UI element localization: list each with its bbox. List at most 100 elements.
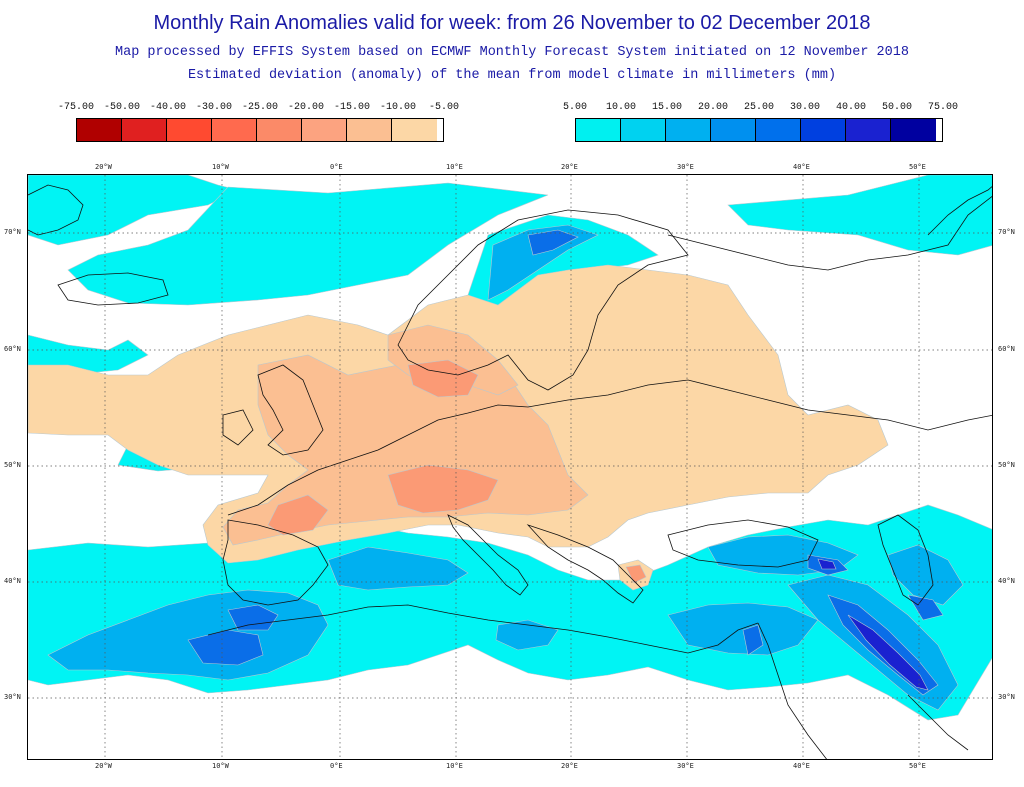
lat-tick-left: 60°N	[4, 345, 21, 353]
coastline-iceland	[57, 272, 169, 306]
lon-tick-bottom: 10°W	[212, 762, 229, 770]
coastline-persian-gulf	[907, 694, 969, 751]
light-orange-area-baltic	[387, 324, 519, 396]
legend-swatch	[167, 119, 212, 141]
cyan-area-arctic-east	[727, 175, 992, 256]
coastline-arctic-russia	[667, 196, 992, 271]
legend-negative-labels: -75.00 -50.00 -40.00 -30.00 -25.00 -20.00 -15.…	[58, 102, 459, 116]
legend-tick-label: 15.00	[651, 102, 683, 113]
legend-tick-label: -40.00	[149, 102, 187, 113]
anomaly-map	[28, 175, 992, 759]
legend-swatch	[711, 119, 756, 141]
lat-tick-right: 30°N	[998, 693, 1015, 701]
deep-blue-area-iran	[907, 594, 944, 621]
blue-area-adriatic	[495, 619, 559, 651]
lat-tick-left: 30°N	[4, 693, 21, 701]
lon-tick-bottom: 50°E	[909, 762, 926, 770]
map-subtitle-source: Map processed by EFFIS System based on E…	[115, 45, 909, 60]
legend-swatch	[302, 119, 347, 141]
coastline-greenland	[28, 184, 84, 236]
negative-anomaly-strong	[267, 359, 647, 584]
salmon-area-greece	[625, 564, 647, 584]
coastline-british-isles	[222, 364, 324, 456]
legend-tick-label: 25.00	[743, 102, 775, 113]
legend-swatch	[666, 119, 711, 141]
map-frame	[27, 174, 993, 760]
legend-tick-label: 10.00	[605, 102, 637, 113]
legend-swatch	[801, 119, 846, 141]
cyan-area-greenland	[28, 175, 239, 246]
legend-negative-swatches	[76, 118, 444, 142]
lon-tick-top: 30°E	[677, 163, 694, 171]
coastline-levant-arabia	[757, 622, 827, 759]
lon-tick-top: 0°E	[330, 163, 343, 171]
legend-tick-label: -15.00	[333, 102, 371, 113]
legend-positive-swatches	[575, 118, 943, 142]
lat-tick-left: 50°N	[4, 461, 21, 469]
lon-tick-top: 40°E	[793, 163, 810, 171]
legend-tick-label: -5.00	[428, 102, 460, 113]
lon-tick-bottom: 30°E	[677, 762, 694, 770]
coastline-iberia	[222, 519, 329, 606]
legend-swatch	[212, 119, 257, 141]
map-title: Monthly Rain Anomalies valid for week: f…	[153, 12, 871, 34]
legend-negative: -75.00 -50.00 -40.00 -30.00 -25.00 -20.00 -15.…	[58, 102, 459, 142]
legend-tick-label: -25.00	[241, 102, 279, 113]
legend-swatch	[756, 119, 801, 141]
max-blue-area-zagros	[847, 614, 929, 691]
coastline-caspian	[877, 514, 934, 606]
lon-tick-top: 10°E	[446, 163, 463, 171]
legend-tick-label: 30.00	[789, 102, 821, 113]
salmon-area-france	[267, 494, 329, 536]
lon-tick-top: 20°E	[561, 163, 578, 171]
legend-tick-label: -30.00	[195, 102, 233, 113]
negative-anomaly-mid	[222, 324, 589, 546]
coastline-italy	[447, 514, 529, 596]
coastline-continental-europe	[227, 379, 992, 516]
legend-tick-label: 50.00	[881, 102, 913, 113]
legend-swatch	[891, 119, 936, 141]
salmon-area-alps	[387, 464, 499, 514]
map-subtitle-units: Estimated deviation (anomaly) of the mea…	[187, 68, 837, 83]
lat-tick-right: 60°N	[998, 345, 1015, 353]
coastlines	[28, 184, 992, 759]
cyan-area-north-atlantic	[67, 182, 549, 306]
lon-tick-top: 50°E	[909, 163, 926, 171]
lon-tick-bottom: 10°E	[446, 762, 463, 770]
lat-tick-right: 50°N	[998, 461, 1015, 469]
lon-tick-top: 10°W	[212, 163, 229, 171]
legend-tick-label: 75.00	[927, 102, 959, 113]
blue-area-western-med	[327, 546, 469, 591]
legend-swatch	[122, 119, 167, 141]
max-blue-area-caucasus	[817, 558, 837, 570]
lat-tick-right: 70°N	[998, 228, 1015, 236]
lon-tick-bottom: 0°E	[330, 762, 343, 770]
lat-tick-left: 40°N	[4, 577, 21, 585]
legend-swatch	[257, 119, 302, 141]
legend-swatch	[77, 119, 122, 141]
legend-swatch	[392, 119, 437, 141]
lat-tick-left: 70°N	[4, 228, 21, 236]
lon-tick-top: 20°W	[95, 163, 112, 171]
legend-tick-label: 20.00	[697, 102, 729, 113]
coastline-novaya-zemlya	[927, 186, 992, 236]
deep-blue-area-norway	[527, 229, 579, 256]
legend-positive: 5.00 10.00 15.00 20.00 25.00 30.00 40.00 50.00 7…	[563, 102, 958, 142]
lat-tick-right: 40°N	[998, 577, 1015, 585]
coastline-black-sea	[667, 519, 819, 568]
legend-positive-labels: 5.00 10.00 15.00 20.00 25.00 30.00 40.00 50.00 7…	[563, 102, 958, 116]
salmon-area-north-sea	[407, 359, 479, 398]
deep-blue-area-levant	[742, 624, 764, 656]
coastline-north-africa	[207, 604, 759, 654]
legend-swatch	[621, 119, 666, 141]
legend-tick-label: -50.00	[103, 102, 141, 113]
legend-swatch	[846, 119, 891, 141]
coastline-balkans-greece	[526, 524, 644, 604]
legend-swatch	[576, 119, 621, 141]
lon-tick-bottom: 20°E	[561, 762, 578, 770]
lon-tick-bottom: 20°W	[95, 762, 112, 770]
legend-tick-label: 5.00	[562, 102, 588, 113]
legend-tick-label: -20.00	[287, 102, 325, 113]
legend-swatch	[347, 119, 392, 141]
coastline-scandinavia	[397, 209, 689, 391]
